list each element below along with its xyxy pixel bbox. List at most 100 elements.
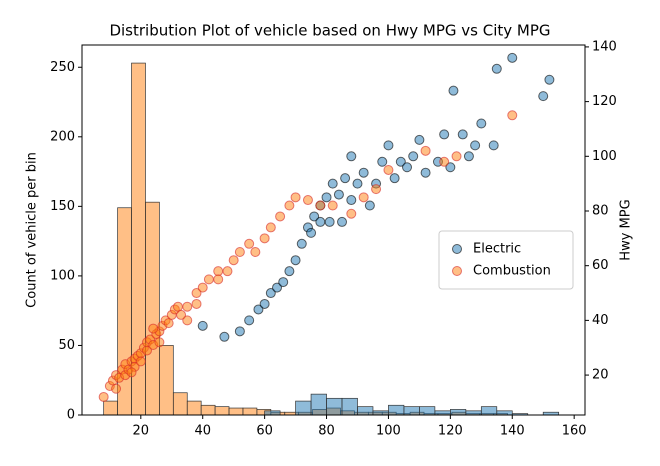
histogram-bar xyxy=(264,410,281,416)
scatter-point xyxy=(383,164,394,175)
plot-frame xyxy=(81,44,586,416)
scatter-point xyxy=(420,167,431,178)
scatter-point xyxy=(272,282,283,293)
scatter-point xyxy=(408,151,419,162)
scatter-point xyxy=(377,156,388,167)
scatter-point xyxy=(197,320,208,331)
histogram-bar xyxy=(214,406,230,416)
histogram-bar xyxy=(186,400,202,416)
scatter-point xyxy=(265,222,276,233)
legend-label: Combustion xyxy=(473,264,551,279)
scatter-point xyxy=(439,129,450,140)
y-tick-label: 200 xyxy=(50,129,75,144)
scatter-point xyxy=(463,151,474,162)
scatter-point xyxy=(163,318,174,329)
scatter-point xyxy=(126,367,137,378)
y-axis-label: Count of vehicle per bin xyxy=(25,152,40,308)
x-tick-label: 80 xyxy=(318,424,335,439)
scatter-point xyxy=(290,255,301,266)
scatter-point xyxy=(414,134,425,145)
y-tick-label: 100 xyxy=(50,268,75,283)
scatter-point xyxy=(191,288,202,299)
histogram-bar xyxy=(388,404,405,416)
scatter-point xyxy=(302,195,313,206)
scatter-point xyxy=(111,383,122,394)
y-tick-label: 250 xyxy=(50,60,75,75)
scatter-point xyxy=(253,304,264,315)
scatter-point xyxy=(476,118,487,129)
histogram-bar xyxy=(200,404,216,416)
scatter-point xyxy=(306,227,317,238)
scatter-point xyxy=(445,162,456,173)
scatter-point xyxy=(544,74,555,85)
y-tick-label: 150 xyxy=(50,199,75,214)
histogram-bar xyxy=(310,393,327,416)
histogram-bar xyxy=(159,345,174,416)
histogram-bar xyxy=(103,400,118,416)
histogram-bar xyxy=(372,410,389,416)
legend-box xyxy=(438,230,574,290)
scatter-point xyxy=(327,178,338,189)
scatter-point xyxy=(340,173,351,184)
scatter-point xyxy=(296,238,307,249)
scatter-point xyxy=(346,151,357,162)
y2-tick-label: 140 xyxy=(592,39,617,54)
histogram-bar xyxy=(242,407,258,416)
scatter-point xyxy=(222,266,233,277)
histogram-bar xyxy=(357,406,374,416)
scatter-point xyxy=(284,200,295,211)
legend-label: Electric xyxy=(473,242,521,257)
histogram-bar xyxy=(145,201,160,416)
y2-axis-label: Hwy MPG xyxy=(619,199,634,260)
y-tick-label: 0 xyxy=(67,408,75,423)
scatter-point xyxy=(259,298,270,309)
scatter-point xyxy=(182,301,193,312)
x-tick-label: 140 xyxy=(500,424,525,439)
y2-tick-label: 80 xyxy=(592,203,609,218)
y2-tick-label: 120 xyxy=(592,94,617,109)
scatter-point xyxy=(358,167,369,178)
scatter-point xyxy=(148,323,159,334)
scatter-point xyxy=(234,247,245,258)
x-tick-label: 120 xyxy=(438,424,463,439)
scatter-point xyxy=(324,216,335,227)
y2-tick-label: 40 xyxy=(592,313,609,328)
histogram-bar xyxy=(403,406,420,416)
y2-tick-label: 20 xyxy=(592,368,609,383)
scatter-point xyxy=(346,195,357,206)
x-tick-label: 100 xyxy=(376,424,401,439)
scatter-point xyxy=(420,145,431,156)
scatter-point xyxy=(470,140,481,151)
histogram-bar xyxy=(172,392,188,416)
scatter-point xyxy=(315,216,326,227)
histogram-bar xyxy=(326,397,343,416)
scatter-point xyxy=(259,233,270,244)
legend-marker xyxy=(452,244,462,254)
scatter-point xyxy=(448,85,459,96)
scatter-point xyxy=(135,356,146,367)
scatter-point xyxy=(191,298,202,309)
scatter-point xyxy=(309,211,320,222)
scatter-point xyxy=(213,266,224,277)
scatter-point xyxy=(507,52,518,63)
x-tick-label: 40 xyxy=(194,424,211,439)
scatter-point xyxy=(244,315,255,326)
scatter-point xyxy=(538,91,549,102)
scatter-point xyxy=(488,140,499,151)
x-tick-label: 60 xyxy=(256,424,273,439)
scatter-point xyxy=(371,184,382,195)
scatter-point xyxy=(203,274,214,285)
histogram-bar xyxy=(434,410,451,416)
scatter-point xyxy=(284,266,295,277)
scatter-point xyxy=(228,255,239,266)
histogram-bar xyxy=(295,400,312,416)
histogram-bar xyxy=(419,406,436,416)
histogram-bar xyxy=(228,407,244,416)
scatter-point xyxy=(197,282,208,293)
histogram-bar xyxy=(480,406,498,416)
scatter-point xyxy=(451,151,462,162)
histogram-bar xyxy=(465,410,482,416)
legend-marker xyxy=(452,266,462,276)
scatter-point xyxy=(327,200,338,211)
scatter-point xyxy=(244,238,255,249)
